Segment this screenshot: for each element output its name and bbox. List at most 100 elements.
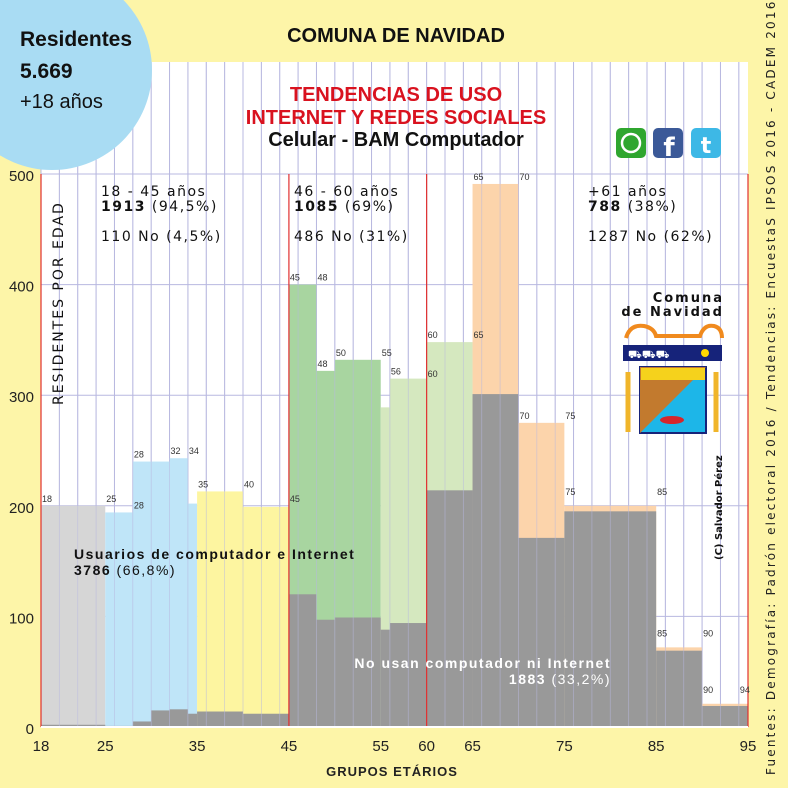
users-label: Usuarios de computador e Internet [74,546,355,562]
bar-label: 65 [474,172,484,182]
residents-label: Residentes [20,28,132,51]
x-tick-label: 95 [740,738,757,755]
whatsapp-icon [616,128,646,158]
svg-text:de Navidad: de Navidad [621,305,724,320]
bar-non-users [702,705,748,727]
bar-total [151,461,170,727]
bar-label: 94 [740,685,750,695]
bar-label: 18 [42,494,52,504]
bar-label: 65 [474,330,484,340]
users-total: 3786 (66,8%) [74,562,176,578]
non-users-total: 1883 (33,2%) [509,671,611,687]
vertical-gridlines-overlay [40,62,740,727]
bar-non-users [41,724,106,727]
x-tick-label: 60 [418,738,435,755]
bar-label: 45 [290,273,300,283]
group-non-users: 110 No (4,5%) [101,229,222,245]
bar-label: 56 [391,367,401,377]
bar-non-users [132,721,152,727]
svg-text:f: f [663,133,675,163]
users-annotation: Usuarios de computador e Internet 3786 (… [74,546,355,578]
bar-label: 85 [657,487,667,497]
x-axis-label: GRUPOS ETÁRIOS [326,764,458,779]
twitter-icon: t [691,128,721,159]
commune-title: COMUNA DE NAVIDAD [287,25,505,47]
sources-text: Fuentes: Demografía: Padrón electoral 20… [764,0,778,775]
bar-total [243,506,289,727]
bar-non-users [197,711,243,727]
group-dividers [40,174,749,727]
x-tick-label: 75 [556,738,573,755]
x-tick-label: 35 [189,738,206,755]
group-non-users: 486 No (31%) [294,229,409,245]
residents-circle [0,0,152,170]
bar-label: 70 [519,411,529,421]
credit-text: (C) Salvador Pérez [713,455,725,560]
bar-total [169,458,188,727]
bar-label: 28 [134,500,144,510]
bar-label: 48 [317,359,327,369]
bar-label: 70 [519,172,529,182]
bar-label: 75 [565,411,575,421]
bar-non-users [472,394,519,727]
group-users: 1913 (94,5%) [101,199,218,215]
bar-non-users [656,650,703,727]
y-tick-label: 400 [9,279,34,296]
group-non-users: 1287 No (62%) [588,229,713,245]
x-tick-label: 55 [372,738,389,755]
bar-label: 40 [244,479,254,489]
bar-total [380,407,390,727]
bar-label: 60 [428,369,438,379]
bar-label: 25 [106,494,116,504]
bar-total [187,503,198,727]
x-tick-labels: 18 25 35 45 55 60 65 75 85 95 [33,726,757,755]
svg-text:⛟⛟⛟: ⛟⛟⛟ [628,348,670,361]
svg-text:t: t [701,134,712,159]
bar-labels: 18 25 28 28 32 34 35 40 45 45 48 48 50 55 56 60 60 65 65 70… [42,172,750,695]
y-tick-label: 300 [9,389,34,406]
bar-label: 60 [428,330,438,340]
group-range: 46 - 60 años [294,184,399,200]
group-users: 1085 (69%) [294,199,394,215]
bar-total [132,461,152,727]
non-users-annotation: No usan computador ni Internet 1883 (33,… [354,655,611,687]
group-46-60: 46 - 60 años 1085 (69%) 486 No (31%) [294,184,409,245]
chart-title-line2: INTERNET Y REDES SOCIALES [246,107,546,129]
bar-label: 48 [317,273,327,283]
group-18-45: 18 - 45 años 1913 (94,5%) 110 No (4,5%) [101,184,222,245]
y-tick-label: 100 [9,610,34,627]
bar-label: 35 [198,479,208,489]
y-tick-labels: 0 100 200 300 400 500 [9,168,34,738]
bar-label: 34 [189,446,199,456]
non-users-label: No usan computador ni Internet [354,655,611,671]
bar-label: 28 [134,450,144,460]
bar-label: 45 [290,494,300,504]
x-tick-label: 65 [464,738,481,755]
bar-non-users [187,713,198,727]
bar-label: 75 [565,487,575,497]
x-tick-label: 45 [281,738,298,755]
x-tick-label: 25 [97,738,114,755]
group-61-plus: +61 años 788 (38%) 1287 No (62%) [588,184,713,245]
chart-subtitle: Celular - BAM Computador [268,129,524,151]
bar-non-users [518,537,565,727]
bar-label: 32 [171,446,181,456]
y-tick-label: 500 [9,168,34,185]
bar-label: 90 [703,685,713,695]
group-range: 18 - 45 años [101,184,206,200]
bar-non-users [316,619,335,727]
x-tick-label: 18 [33,738,50,755]
bar-non-users [151,710,170,727]
bar-total [197,491,243,727]
bar-non-users [288,594,317,727]
y-tick-label: 0 [26,721,34,738]
bar-label: 90 [703,629,713,639]
group-range: +61 años [588,184,667,200]
residents-count: 5.669 [20,60,73,83]
y-tick-label: 200 [9,500,34,517]
y-axis-label: RESIDENTES POR EDAD [51,201,67,405]
bar-non-users [243,713,289,727]
bar-label: 50 [336,348,346,358]
bar-non-users [426,490,473,727]
